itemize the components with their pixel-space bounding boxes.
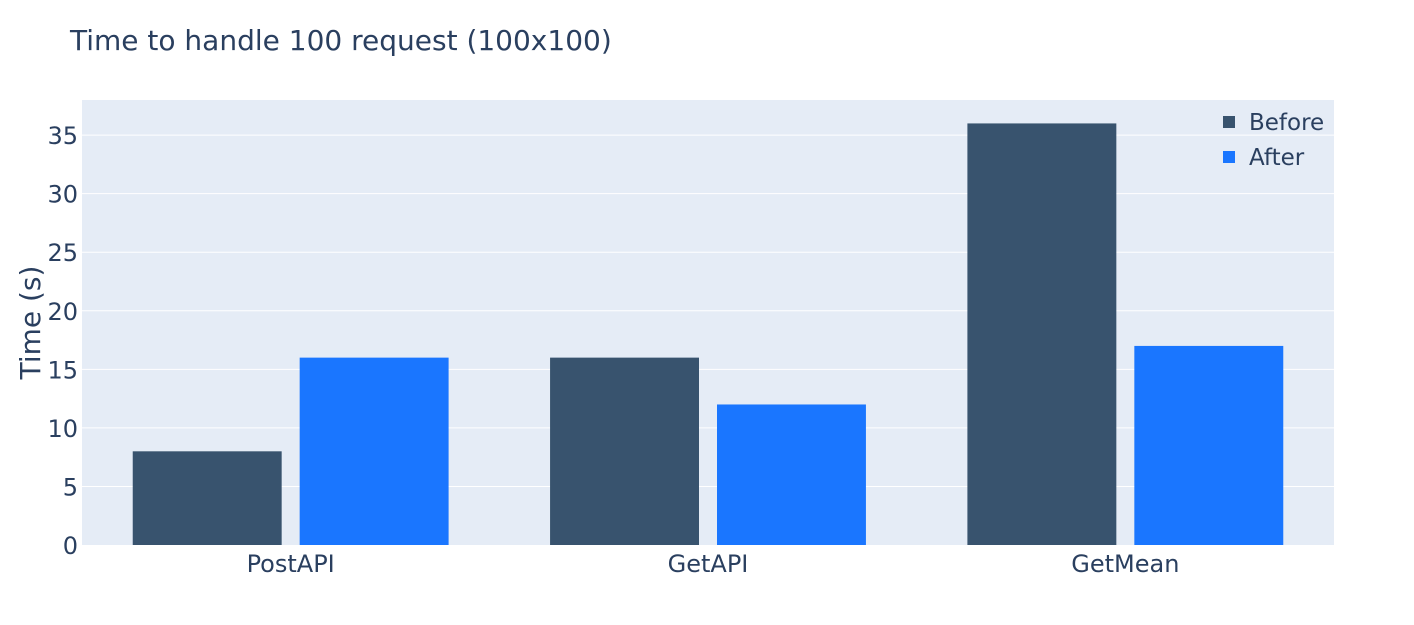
bar-before-getapi[interactable] — [550, 357, 699, 545]
bar-after-getapi[interactable] — [717, 404, 866, 545]
bar-before-getmean[interactable] — [967, 123, 1117, 545]
gridlines — [82, 134, 1334, 487]
x-tick-label: PostAPI — [247, 550, 335, 578]
legend-swatch — [1223, 116, 1235, 128]
y-tick-label: 5 — [63, 473, 78, 501]
y-tick-label: 10 — [47, 415, 78, 443]
y-tick-label: 25 — [47, 239, 78, 267]
y-tick-label: 15 — [47, 356, 78, 384]
y-axis-ticks: 0 5 10 15 20 25 30 35 — [47, 122, 78, 560]
x-axis-ticks: PostAPI GetAPI GetMean — [247, 550, 1180, 578]
y-tick-label: 0 — [63, 532, 78, 560]
bars — [132, 123, 1284, 545]
bar-after-getmean[interactable] — [1134, 345, 1284, 545]
x-tick-label: GetMean — [1071, 550, 1179, 578]
bar-after-postapi[interactable] — [299, 357, 449, 545]
legend-label: After — [1249, 145, 1305, 171]
x-tick-label: GetAPI — [668, 550, 749, 578]
legend-item-after[interactable]: After — [1223, 145, 1305, 171]
chart-title: Time to handle 100 request (100x100) — [69, 24, 612, 57]
y-tick-label: 35 — [47, 122, 78, 150]
legend-swatch — [1223, 151, 1235, 163]
legend-label: Before — [1249, 110, 1324, 136]
y-axis-title: Time (s) — [14, 266, 47, 381]
y-tick-label: 20 — [47, 298, 78, 326]
legend[interactable]: Before After — [1223, 110, 1324, 171]
plot-background — [82, 100, 1334, 545]
y-tick-label: 30 — [47, 181, 78, 209]
bar-before-postapi[interactable] — [132, 451, 282, 545]
legend-item-before[interactable]: Before — [1223, 110, 1324, 136]
